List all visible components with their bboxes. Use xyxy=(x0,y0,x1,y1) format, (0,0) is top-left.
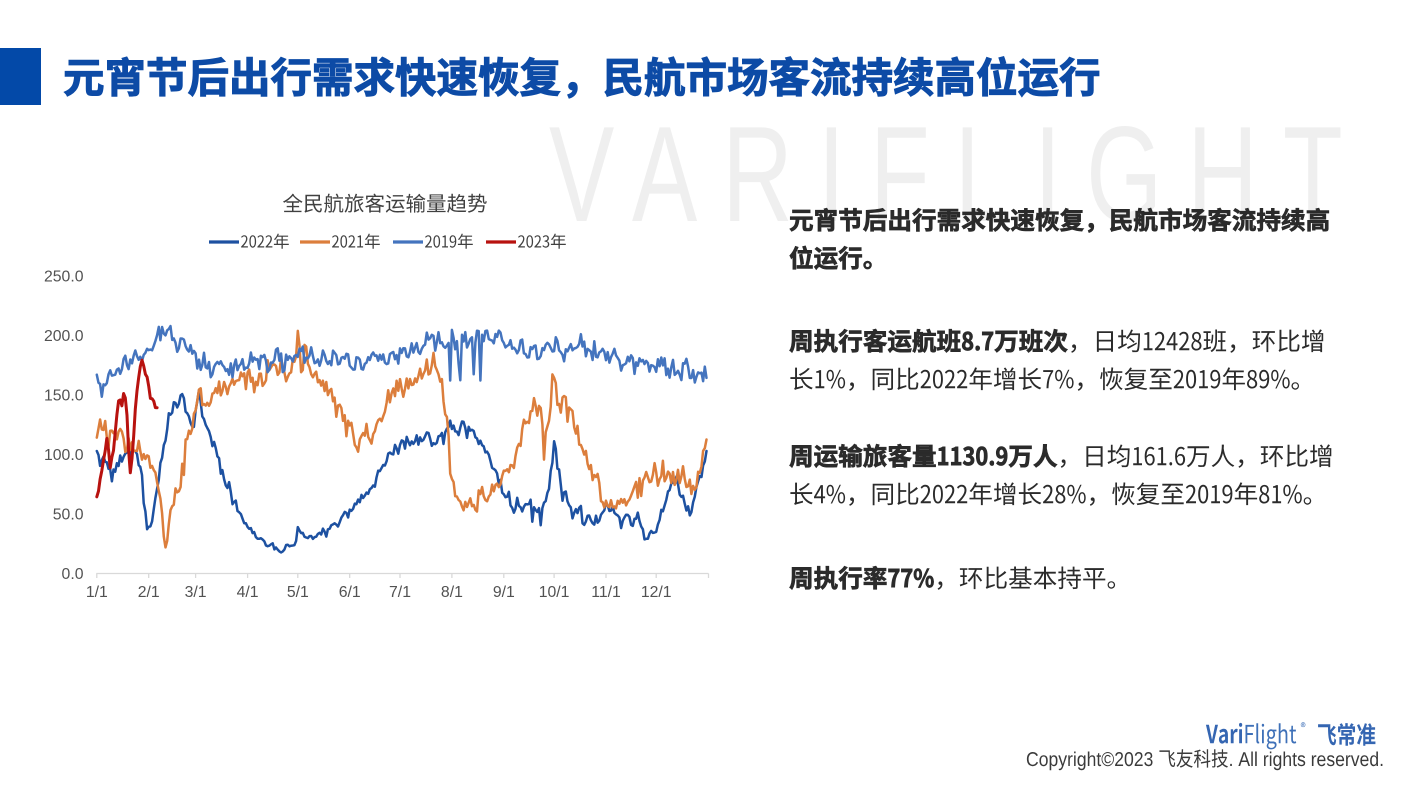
svg-text:150.0: 150.0 xyxy=(44,387,84,404)
svg-text:50.0: 50.0 xyxy=(53,507,84,524)
svg-text:9/1: 9/1 xyxy=(493,584,515,601)
svg-text:7/1: 7/1 xyxy=(389,584,411,601)
svg-text:1/1: 1/1 xyxy=(86,584,108,601)
svg-text:5/1: 5/1 xyxy=(287,584,309,601)
svg-text:250.0: 250.0 xyxy=(44,268,84,285)
svg-text:100.0: 100.0 xyxy=(44,447,84,464)
svg-text:8/1: 8/1 xyxy=(441,584,463,601)
svg-text:6/1: 6/1 xyxy=(339,584,361,601)
svg-text:3/1: 3/1 xyxy=(185,584,207,601)
svg-text:200.0: 200.0 xyxy=(44,328,84,345)
svg-text:11/1: 11/1 xyxy=(591,584,621,601)
svg-text:12/1: 12/1 xyxy=(641,584,672,601)
svg-text:4/1: 4/1 xyxy=(237,584,259,601)
svg-text:10/1: 10/1 xyxy=(539,584,570,601)
svg-text:0.0: 0.0 xyxy=(62,566,84,583)
svg-text:2/1: 2/1 xyxy=(138,584,160,601)
